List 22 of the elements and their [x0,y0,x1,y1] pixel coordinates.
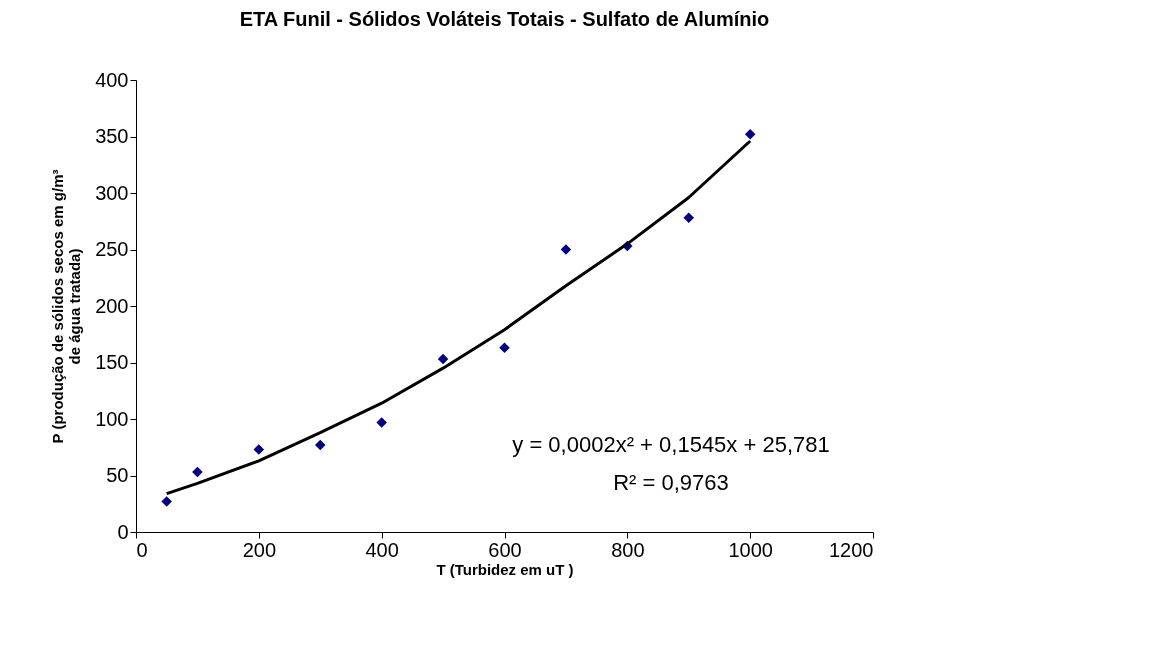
x-tick-label: 1200 [829,538,874,561]
y-tick-label: 300 [95,181,129,204]
y-tick-label: 250 [95,238,129,260]
x-tick-label: 200 [242,538,277,561]
x-tick-label: 400 [365,538,399,561]
y-tick-label: 100 [95,407,129,430]
text: P (produção de sólidos secos em g/m³ [49,169,67,444]
x-axis-title: T (Turbidez em uT ) [436,560,574,578]
y-tick-label: 200 [95,294,129,317]
chart-title: ETA Funil - Sólidos Voláteis Totais - Sulfato de Alumínio [239,8,770,30]
annotation: y = 0,0002x² + 0,1545x + 25,781 [512,432,830,457]
y-tick-label: 400 [95,68,129,91]
y-tick-label: 50 [106,464,129,486]
x-tick-label: 600 [488,538,522,561]
y-tick-label: 150 [95,351,129,373]
x-tick-label: 1000 [728,538,773,561]
annotation: R² = 0,9763 [613,470,729,495]
x-tick-label: 0 [136,538,148,561]
y-tick-label: 0 [117,520,129,543]
x-tick-label: 800 [611,538,645,561]
y-tick-label: 350 [95,125,129,147]
text: de água tratada) [66,248,84,365]
